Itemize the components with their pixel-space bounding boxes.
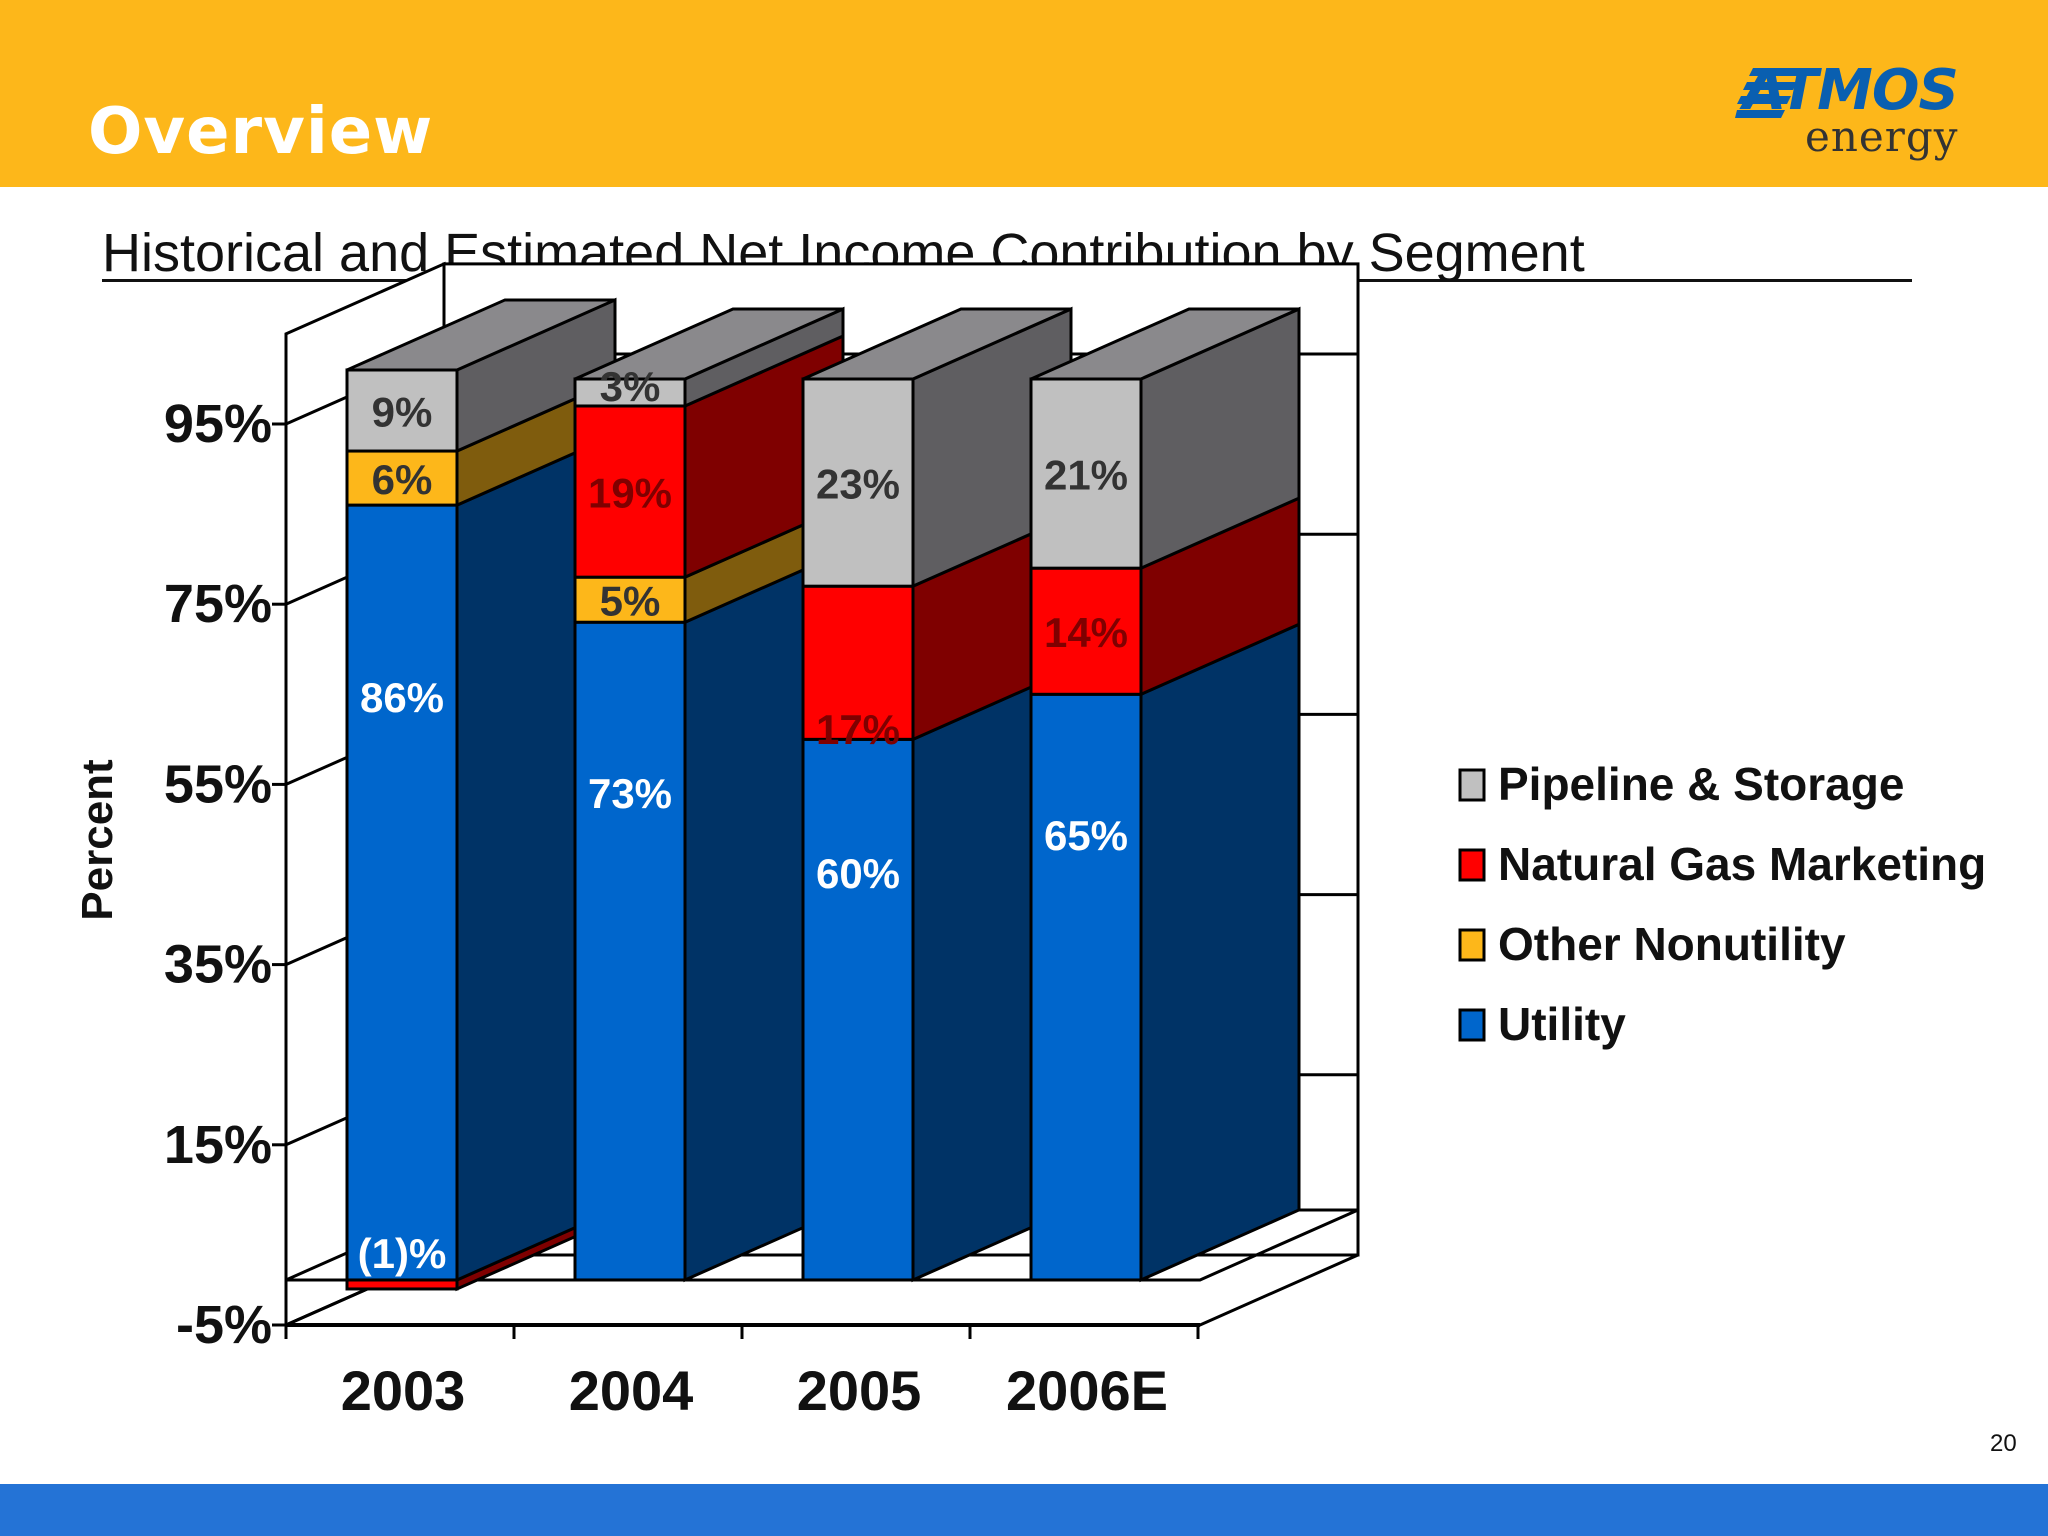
chart-legend: Pipeline & Storage Natural Gas Marketing O… <box>1458 758 1986 1050</box>
data-label: 86% <box>360 674 444 721</box>
logo-wordmark: ATMOS <box>1743 58 1959 123</box>
logo-stripes-icon <box>1735 68 1805 118</box>
data-label: (1)% <box>358 1230 447 1277</box>
legend-label: Natural Gas Marketing <box>1498 838 1986 890</box>
x-tick-label: 2006E <box>1006 1359 1168 1422</box>
data-label: 23% <box>816 461 900 508</box>
data-label: 9% <box>372 388 433 435</box>
data-label: 21% <box>1044 452 1128 499</box>
y-tick-label: 95% <box>164 394 272 454</box>
bar-pipeline-storage <box>801 377 915 588</box>
footer-band <box>0 1484 2048 1536</box>
bar-utility <box>1029 692 1143 1282</box>
legend-label: Utility <box>1498 998 1626 1050</box>
header-band <box>0 0 2048 187</box>
y-axis-label: Percent <box>73 759 122 921</box>
data-label: 5% <box>600 578 661 625</box>
bar-natural-gas-marketing <box>801 584 915 741</box>
x-tick-label: 2003 <box>341 1359 466 1422</box>
stacked-bar-chart: (1)%86%6%9%73%5%19%3%60%17%23%65%14%21% … <box>73 261 1986 1422</box>
atmos-energy-logo: ATMOS energy <box>1735 58 1965 172</box>
bar-other-nonutility <box>573 575 687 624</box>
legend-label: Other Nonutility <box>1498 918 1846 970</box>
bar-top-pipeline-storage <box>346 298 616 372</box>
bar-utility <box>345 503 459 1282</box>
legend-swatch <box>1458 848 1486 882</box>
legend-swatch <box>1458 768 1486 802</box>
data-label: 14% <box>1044 609 1128 656</box>
data-label: 73% <box>588 770 672 817</box>
data-label: 3% <box>600 363 661 410</box>
bar-top-pipeline-storage <box>802 307 1072 381</box>
y-tick-label: -5% <box>176 1295 272 1355</box>
x-tick-label: 2005 <box>797 1359 922 1422</box>
bar-utility <box>573 620 687 1282</box>
page-number: 20 <box>1990 1430 2017 1457</box>
x-axis-ticks: 2003 2004 2005 2006E <box>284 1325 1200 1422</box>
chart-bars <box>345 297 1301 1292</box>
bar-top-pipeline-storage <box>574 307 844 381</box>
data-label: 19% <box>588 470 672 517</box>
y-tick-label: 35% <box>164 935 272 995</box>
data-label: 65% <box>1044 812 1128 859</box>
chart-data-labels: (1)% 86% 6% 9% 73% 5% 19% 3% 60% 17% 23% 65% 14% 21% <box>358 363 1128 1277</box>
legend-label: Pipeline & Storage <box>1498 758 1904 810</box>
bar-pipeline-storage <box>345 368 459 453</box>
data-label: 6% <box>372 456 433 503</box>
bar-natural-gas-marketing <box>1029 566 1143 696</box>
y-tick-label: 55% <box>164 754 272 814</box>
bar-top-pipeline-storage <box>1030 307 1300 381</box>
y-tick-label: 15% <box>164 1115 272 1175</box>
legend-swatch <box>1458 928 1486 962</box>
y-tick-label: 75% <box>164 574 272 634</box>
y-axis-ticks: -5% 15% 35% 55% 75% 95% <box>164 394 286 1355</box>
slide-title: Overview <box>88 95 434 169</box>
bar-stack-2006e <box>1029 306 1301 1283</box>
logo-subtitle: energy <box>1805 112 1959 161</box>
legend-swatch <box>1458 1008 1486 1042</box>
data-label: 17% <box>816 706 900 753</box>
bar-utility <box>801 737 915 1282</box>
bar-side-utility <box>1139 621 1301 1283</box>
data-label: 60% <box>816 850 900 897</box>
x-tick-label: 2004 <box>569 1359 694 1422</box>
